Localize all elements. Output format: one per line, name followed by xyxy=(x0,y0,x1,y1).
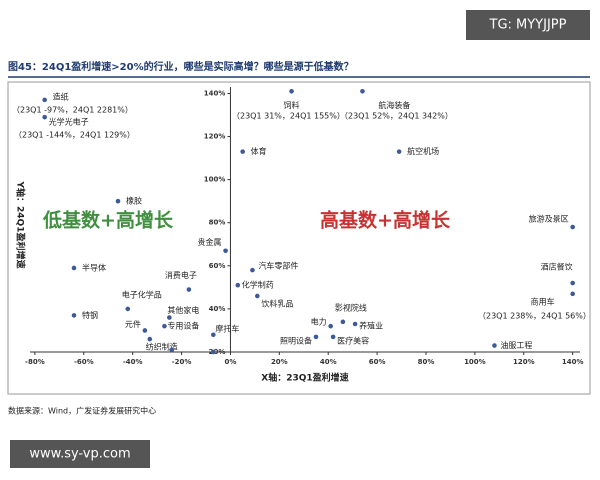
y-tick-label: 140% xyxy=(204,89,226,97)
point xyxy=(211,349,216,355)
y-tick-label: 100% xyxy=(204,176,226,184)
y-tick-label: 60% xyxy=(209,262,226,270)
point xyxy=(328,323,333,329)
x-tick-label: 0% xyxy=(224,358,236,366)
point-label: 电力 xyxy=(311,317,327,327)
watermark-box xyxy=(10,440,150,468)
annotation: （23Q1 238%，24Q1 56%） xyxy=(478,312,591,321)
point xyxy=(570,291,575,297)
point-label: 纺织制造 xyxy=(146,342,178,352)
point-label: 照明设备 xyxy=(280,335,312,345)
point xyxy=(71,265,77,271)
y-tick-label: 120% xyxy=(204,133,226,141)
point-label: 影视院线 xyxy=(335,302,367,312)
point xyxy=(570,224,575,230)
point xyxy=(167,315,172,320)
point-label: 专用设备 xyxy=(167,321,199,331)
point xyxy=(255,293,260,299)
x-tick-label: 140% xyxy=(562,358,584,366)
x-tick-label: -60% xyxy=(74,358,94,366)
point-label: 元件 xyxy=(125,319,141,329)
y-axis-title: Y轴：24Q1盈利增速 xyxy=(15,181,27,269)
point-label: 养殖业 xyxy=(359,320,383,330)
point-label: 造纸 xyxy=(53,91,69,101)
point-label: 光学光电子 xyxy=(49,117,89,127)
point-label: 油服工程 xyxy=(500,340,532,350)
point-label: 体育 xyxy=(251,146,267,156)
point-label: 电子化学品 xyxy=(122,289,162,299)
point xyxy=(71,313,77,318)
point xyxy=(492,343,497,348)
point xyxy=(396,149,402,154)
point xyxy=(142,328,148,333)
point xyxy=(162,323,167,329)
x-tick-label: 60% xyxy=(369,358,386,366)
x-tick-label: 120% xyxy=(513,358,535,366)
quadrant-label: 低基数+高增长 xyxy=(42,209,174,232)
point-label: 酒店餐饮 xyxy=(541,262,573,272)
x-tick-label: -40% xyxy=(123,358,143,366)
point-label: 商用车 xyxy=(531,296,555,306)
annotation: （23Q1 -97%，24Q1 2281%） xyxy=(12,106,133,115)
point xyxy=(289,89,294,94)
point-label: 贵金属 xyxy=(198,237,222,247)
point-label: 汽车零部件 xyxy=(258,261,298,271)
watermark: www.sy-vp.com xyxy=(29,447,130,462)
x-tick-label: -80% xyxy=(25,358,45,366)
point-label: 旅游及景区 xyxy=(529,214,569,224)
x-tick-label: 20% xyxy=(271,358,288,366)
y-tick-label: 40% xyxy=(209,305,226,313)
point xyxy=(125,306,131,312)
point-label: 饲料 xyxy=(284,100,300,110)
x-tick-label: 40% xyxy=(320,358,337,366)
point xyxy=(42,114,47,120)
point xyxy=(42,97,47,103)
watermark-box xyxy=(466,10,590,40)
point xyxy=(240,149,245,154)
point-label: 摩托车 xyxy=(215,323,239,333)
y-tick-label: 20% xyxy=(209,348,226,356)
quadrant-label: 高基数+高增长 xyxy=(320,209,451,232)
point-label: 饮料乳品 xyxy=(261,298,293,308)
point-label: 橡胶 xyxy=(126,196,142,206)
point xyxy=(186,287,192,292)
point xyxy=(250,267,255,273)
point-label: 特钢 xyxy=(82,310,98,320)
point-label: 航空机场 xyxy=(407,146,439,156)
point xyxy=(169,347,175,353)
point-label: 医疗美容 xyxy=(337,335,369,345)
chart-title: 图45：24Q1盈利增速>20%的行业，哪些是实际高增？哪些是源于低基数？ xyxy=(8,60,354,73)
annotation: （23Q1 31%，24Q1 155%） xyxy=(232,112,345,121)
watermark: TG: MYYJJPP xyxy=(489,18,567,33)
chart-frame xyxy=(7,81,591,395)
point xyxy=(313,334,319,340)
point xyxy=(223,248,228,254)
point xyxy=(360,89,365,94)
y-tick-label: 80% xyxy=(209,219,226,227)
annotation: （23Q1 52%，24Q1 342%） xyxy=(340,112,453,121)
point-label: 航海装备 xyxy=(378,100,410,110)
point xyxy=(115,198,121,204)
x-tick-label: -20% xyxy=(172,358,192,366)
point-label: 消费电子 xyxy=(165,270,197,280)
annotation: （23Q1 -144%，24Q1 129%） xyxy=(14,131,135,140)
point xyxy=(340,319,346,325)
point xyxy=(352,321,358,327)
source: 数据来源：Wind，广发证券发展研究中心 xyxy=(8,406,156,416)
point xyxy=(147,336,153,342)
point xyxy=(330,334,336,340)
x-tick-label: 100% xyxy=(464,358,486,366)
point xyxy=(570,280,575,286)
point-label: 半导体 xyxy=(82,262,106,272)
point xyxy=(235,282,241,288)
point xyxy=(211,332,216,338)
point-label: 其他家电 xyxy=(167,305,199,315)
point-label: 化学制药 xyxy=(242,280,274,290)
x-tick-label: 80% xyxy=(418,358,435,366)
x-axis-title: X轴：23Q1盈利增速 xyxy=(261,372,348,384)
